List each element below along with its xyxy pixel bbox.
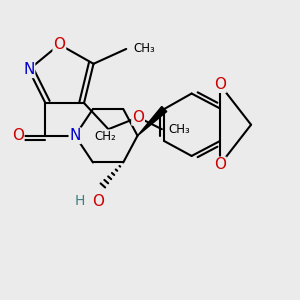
Text: O: O	[214, 158, 226, 172]
Text: CH₂: CH₂	[94, 130, 116, 143]
Text: O: O	[132, 110, 144, 125]
Text: O: O	[53, 37, 65, 52]
Text: H: H	[75, 194, 85, 208]
Text: N: N	[23, 62, 34, 77]
Text: CH₃: CH₃	[134, 42, 155, 56]
Text: O: O	[214, 77, 226, 92]
Text: CH₃: CH₃	[168, 123, 190, 136]
Text: N: N	[69, 128, 81, 143]
Text: O: O	[12, 128, 24, 143]
Text: O: O	[92, 194, 104, 208]
Polygon shape	[137, 106, 167, 136]
